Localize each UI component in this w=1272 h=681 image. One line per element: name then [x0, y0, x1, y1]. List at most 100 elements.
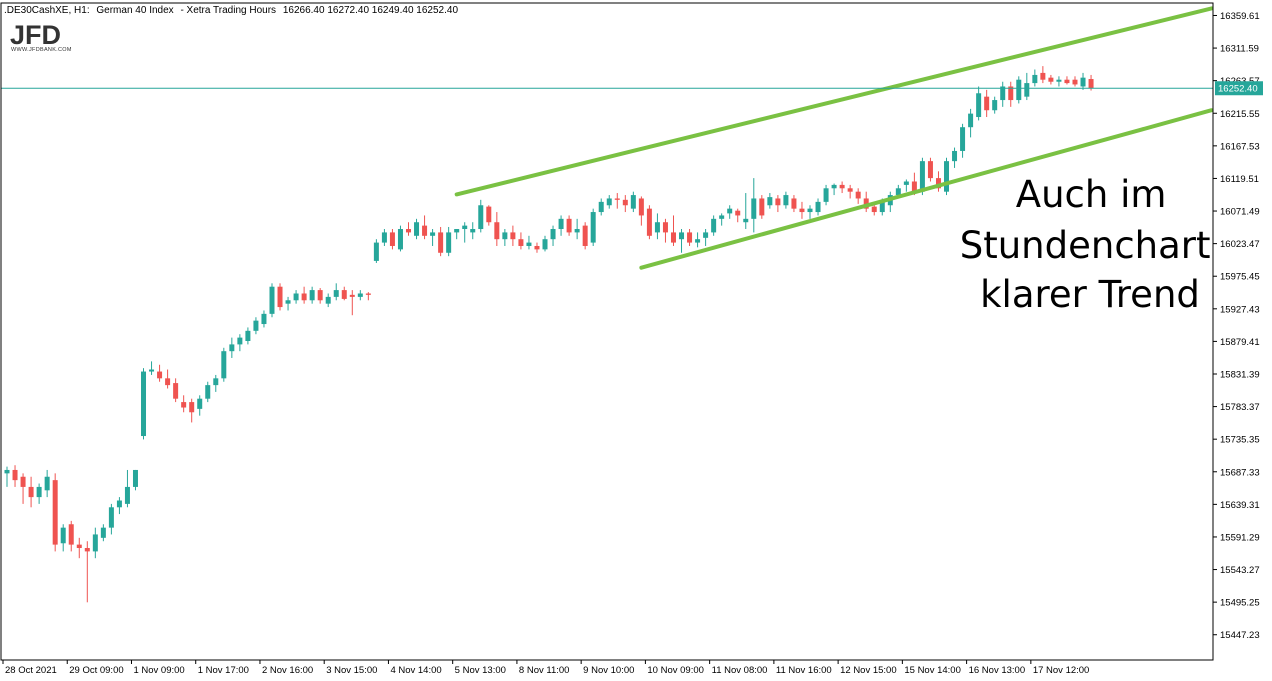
candle-body — [751, 198, 757, 219]
candle — [301, 286, 307, 304]
candle — [20, 473, 26, 504]
candle — [1064, 76, 1070, 85]
candle — [124, 469, 130, 508]
candle — [100, 524, 106, 542]
candle — [614, 193, 620, 209]
candle-body — [12, 469, 18, 481]
candle-body — [1080, 77, 1086, 87]
candle — [662, 218, 668, 243]
candle — [462, 222, 468, 243]
candle-body — [807, 208, 813, 213]
candle-body — [285, 300, 291, 304]
candle-body — [839, 184, 845, 189]
candle — [221, 347, 227, 382]
candle-body — [984, 96, 990, 111]
candle-body — [743, 218, 749, 223]
x-tick-label: 17 Nov 12:00 — [1033, 665, 1090, 676]
candle-body — [502, 232, 508, 240]
candle — [261, 310, 267, 328]
candle — [550, 225, 556, 246]
candle-body — [349, 294, 355, 297]
x-tick-label: 2 Nov 16:00 — [262, 665, 313, 676]
candle-body — [1040, 72, 1046, 80]
current-price-tag-bg — [1215, 81, 1263, 96]
candle-body — [397, 229, 403, 250]
candle — [654, 213, 660, 240]
candle — [783, 191, 789, 209]
candle — [823, 184, 829, 206]
candle-body — [446, 232, 452, 253]
candle — [638, 196, 644, 226]
chart-symbol-header: .DE30CashXE, H1: German 40 Index - Xetra… — [4, 5, 458, 16]
candle — [510, 225, 516, 246]
candle-body — [727, 208, 733, 214]
x-tick-label: 9 Nov 10:00 — [583, 665, 634, 676]
candle — [751, 178, 757, 233]
candle — [438, 226, 444, 257]
candle — [831, 183, 837, 196]
y-tick-label: 16359.61 — [1220, 11, 1260, 22]
x-tick-label: 11 Nov 16:00 — [776, 665, 832, 676]
candle-body — [695, 239, 701, 243]
x-tick-label: 10 Nov 09:00 — [647, 665, 704, 676]
candle-body — [301, 293, 307, 301]
header-symbol: .DE30CashXE, H1: — [4, 5, 90, 16]
candle — [173, 378, 179, 403]
y-tick-label: 15927.43 — [1220, 304, 1260, 315]
candle — [1080, 72, 1086, 90]
candle-body — [293, 293, 299, 301]
y-tick-label: 15687.33 — [1220, 467, 1260, 478]
candle-body — [542, 239, 548, 250]
candle — [76, 537, 82, 559]
candle-body — [189, 402, 195, 413]
candle-body — [606, 198, 612, 206]
candle — [1016, 76, 1022, 104]
candle-body — [414, 222, 420, 236]
candle — [799, 201, 805, 219]
candle — [478, 199, 484, 233]
candle — [205, 381, 211, 403]
candle-body — [1000, 86, 1006, 101]
candle-body — [1048, 77, 1054, 82]
candle-body — [767, 197, 773, 206]
candle-body — [1008, 86, 1014, 101]
candle-body — [84, 548, 90, 552]
candle — [430, 229, 436, 246]
x-tick-label: 11 Nov 08:00 — [712, 665, 768, 676]
candle-body — [157, 371, 163, 379]
candle-body — [333, 290, 339, 297]
x-tick-label: 8 Nov 11:00 — [519, 665, 570, 676]
candle-body — [759, 198, 765, 216]
lower-trendline — [639, 108, 1214, 270]
candle — [558, 215, 564, 236]
x-tick-label: 28 Oct 2021 — [5, 665, 57, 676]
candle — [847, 184, 853, 199]
header-session: - Xetra Trading Hours — [180, 5, 276, 16]
candle-body — [992, 100, 998, 111]
candle-body — [622, 199, 628, 206]
candle — [727, 205, 733, 219]
candle — [333, 283, 339, 301]
candle — [422, 215, 428, 240]
candle — [775, 195, 781, 213]
candle — [935, 171, 941, 192]
candle-body — [510, 232, 516, 240]
candle — [132, 469, 138, 491]
candle-body — [478, 205, 484, 230]
candle-body — [895, 188, 901, 196]
y-tick-label: 15975.45 — [1220, 272, 1260, 283]
candle — [245, 327, 251, 345]
candle-body — [976, 93, 982, 118]
candle — [992, 96, 998, 114]
x-tick-label: 1 Nov 09:00 — [133, 665, 184, 676]
candle-body — [237, 337, 243, 345]
candle-body — [735, 210, 741, 216]
candle — [1008, 81, 1014, 107]
candle-body — [124, 486, 130, 504]
candle-body — [277, 286, 283, 308]
candle — [373, 239, 379, 263]
y-tick-label: 15447.23 — [1220, 630, 1260, 641]
candle-body — [783, 195, 789, 206]
candle — [952, 147, 958, 168]
